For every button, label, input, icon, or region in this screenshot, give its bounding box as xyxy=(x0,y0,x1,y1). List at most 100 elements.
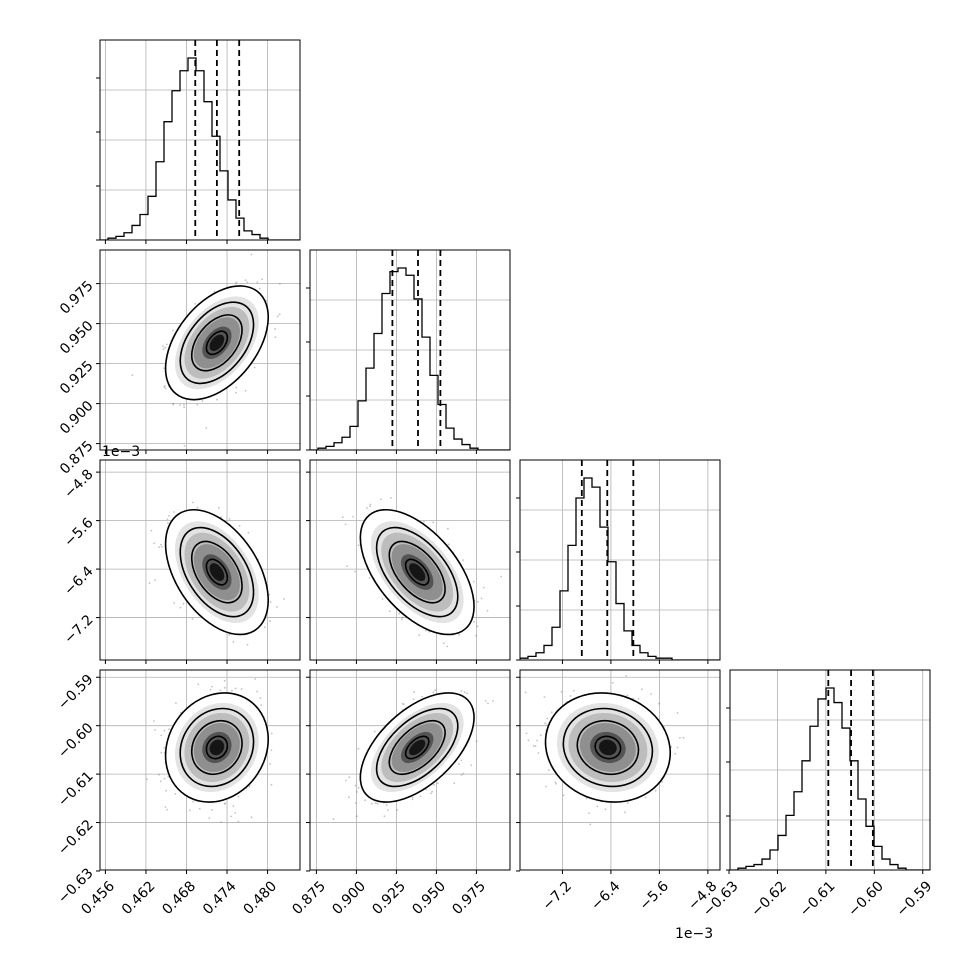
sample-point xyxy=(246,643,249,646)
sample-point xyxy=(237,795,240,798)
sample-point xyxy=(162,345,164,347)
sample-point xyxy=(248,785,251,788)
sample-point xyxy=(240,688,243,690)
sample-point xyxy=(487,702,489,705)
sample-point xyxy=(380,498,382,501)
sample-point xyxy=(173,511,175,513)
sample-point xyxy=(458,633,460,636)
sample-point xyxy=(174,793,177,795)
sample-point xyxy=(463,691,466,694)
sample-point xyxy=(460,759,463,762)
sample-point xyxy=(425,629,427,632)
sample-point xyxy=(492,700,494,702)
sample-point xyxy=(476,600,479,603)
sample-point xyxy=(383,815,386,818)
sample-point xyxy=(158,773,160,776)
sample-point xyxy=(458,763,460,765)
sample-point xyxy=(216,398,218,401)
contour-line xyxy=(179,707,255,788)
contour-line xyxy=(205,735,229,760)
contour-line xyxy=(388,719,446,776)
sample-point xyxy=(253,366,256,369)
sample-point xyxy=(235,386,238,389)
sample-point xyxy=(283,598,285,600)
sample-point xyxy=(348,776,351,779)
sample-point xyxy=(165,789,167,792)
sample-point xyxy=(235,281,238,284)
sample-point xyxy=(172,329,174,332)
sample-point xyxy=(247,531,250,534)
contour-line xyxy=(388,540,446,604)
sample-point xyxy=(385,804,388,806)
sample-point xyxy=(357,786,360,789)
contour-line xyxy=(375,526,459,618)
sample-point xyxy=(163,747,166,749)
sample-point xyxy=(401,618,403,621)
sample-point xyxy=(366,507,368,509)
y-tick-label: 0.900 xyxy=(57,398,97,438)
sample-point xyxy=(423,520,425,523)
y-tick-label: 0.875 xyxy=(57,438,97,478)
sample-point xyxy=(354,784,357,787)
panel-frame xyxy=(99,249,301,451)
panel-p3-vs-p2 xyxy=(516,669,721,874)
x-tick-label: 0.462 xyxy=(119,878,159,918)
sample-point xyxy=(539,734,542,737)
sample-point xyxy=(269,763,271,765)
panel-p0-vs-p0 xyxy=(96,39,301,244)
sample-point xyxy=(234,282,237,285)
sample-point xyxy=(279,282,281,285)
sample-point xyxy=(179,404,181,406)
sample-point xyxy=(462,559,464,561)
sample-point xyxy=(446,645,449,648)
sample-point xyxy=(146,778,148,781)
sample-point xyxy=(182,602,185,605)
sample-point xyxy=(205,427,208,429)
sample-point xyxy=(168,728,171,731)
sample-point xyxy=(244,389,247,392)
sample-point xyxy=(270,783,273,786)
histogram-p1 xyxy=(310,267,510,450)
sample-point xyxy=(164,385,166,387)
sample-point xyxy=(274,336,277,338)
sample-point xyxy=(278,313,281,316)
contour-line xyxy=(179,526,255,618)
sample-point xyxy=(164,346,167,349)
y-tick-label: 0.925 xyxy=(57,358,97,398)
sample-point xyxy=(388,610,391,613)
sample-point xyxy=(246,281,249,284)
x-tick-label: 0.950 xyxy=(409,878,449,918)
sample-point xyxy=(466,692,468,695)
sample-point xyxy=(373,730,376,733)
panel-frame xyxy=(99,39,301,241)
contour-line xyxy=(190,540,243,604)
sample-point xyxy=(164,806,167,808)
sample-point xyxy=(381,598,384,600)
panel-p2-vs-p1 xyxy=(306,459,511,664)
sample-point xyxy=(260,661,262,663)
sample-point xyxy=(148,582,151,585)
sample-point xyxy=(259,697,262,699)
sample-point xyxy=(223,679,226,682)
sample-point xyxy=(163,367,166,370)
sample-point xyxy=(356,791,358,793)
sample-point xyxy=(179,606,182,609)
sample-point xyxy=(432,521,435,524)
y-tick-label: −6.4 xyxy=(61,563,96,598)
sample-point xyxy=(412,698,415,700)
contour-line xyxy=(190,719,243,776)
sample-point xyxy=(411,798,414,801)
sample-point xyxy=(368,577,371,579)
sample-point xyxy=(270,749,273,752)
sample-point xyxy=(419,795,422,798)
sample-point xyxy=(396,809,398,811)
y-tick-label: 0.950 xyxy=(57,318,97,358)
sample-point xyxy=(453,782,456,784)
sample-point xyxy=(344,523,347,526)
sample-point xyxy=(418,634,421,636)
sample-point xyxy=(475,740,478,743)
sample-point xyxy=(470,764,473,767)
density-level xyxy=(409,563,426,582)
sample-point xyxy=(211,809,214,811)
sample-point xyxy=(238,525,241,527)
